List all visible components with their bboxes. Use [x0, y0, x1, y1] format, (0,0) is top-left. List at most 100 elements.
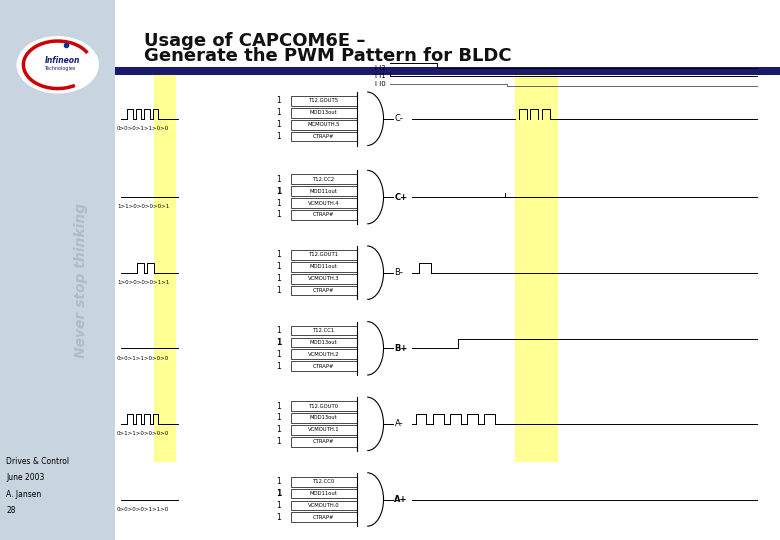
Text: 0>0>1>1>0>0>0: 0>0>1>1>0>0>0: [117, 355, 169, 361]
Text: CTRAP#: CTRAP#: [313, 288, 335, 293]
Text: B-: B-: [395, 268, 403, 277]
Text: 1: 1: [276, 489, 281, 498]
Text: 1: 1: [276, 402, 281, 410]
Text: VCMOUTH.0: VCMOUTH.0: [308, 503, 339, 508]
Text: 1: 1: [276, 326, 281, 335]
Text: 1: 1: [276, 501, 281, 510]
Text: 0>0>0>0>1>1>0: 0>0>0>0>1>1>0: [117, 507, 169, 512]
Text: I I1: I I1: [375, 72, 386, 79]
Text: Infineon: Infineon: [44, 56, 80, 65]
Text: B+: B+: [395, 344, 408, 353]
Text: T12.GOUT1: T12.GOUT1: [309, 252, 339, 258]
Text: MOD13out: MOD13out: [310, 415, 338, 421]
Bar: [290, 108, 357, 118]
Bar: [154, 73, 176, 462]
Text: T12.CC0: T12.CC0: [313, 479, 335, 484]
Text: 1: 1: [276, 97, 281, 105]
Text: CTRAP#: CTRAP#: [313, 363, 335, 369]
Bar: [290, 425, 357, 435]
Text: T12.GOUT5: T12.GOUT5: [309, 98, 339, 104]
Text: 28: 28: [6, 506, 16, 515]
Text: MOD11out: MOD11out: [310, 188, 338, 194]
Text: T12.CC1: T12.CC1: [313, 328, 335, 333]
Text: T12.CC2: T12.CC2: [313, 177, 335, 182]
Bar: [290, 210, 357, 220]
Text: 1>1>0>0>0>0>1: 1>1>0>0>0>0>1: [117, 204, 169, 210]
Text: 1: 1: [276, 362, 281, 370]
Text: 1: 1: [276, 120, 281, 129]
Bar: [290, 326, 357, 335]
Text: A+: A+: [395, 495, 408, 504]
Bar: [290, 477, 357, 487]
Text: 1: 1: [276, 109, 281, 117]
Bar: [290, 501, 357, 510]
Text: 1: 1: [276, 199, 281, 207]
Text: CTRAP#: CTRAP#: [313, 439, 335, 444]
Text: 1: 1: [276, 513, 281, 522]
Text: 1>0>0>0>0>1>1: 1>0>0>0>0>1>1: [117, 280, 169, 285]
Text: 0>1>1>0>0>0>0: 0>1>1>0>0>0>0: [117, 431, 169, 436]
Text: VCMOUTH.4: VCMOUTH.4: [308, 200, 339, 206]
Text: 1: 1: [276, 437, 281, 446]
Text: 1: 1: [276, 274, 281, 283]
Bar: [290, 120, 357, 130]
Text: 0>0>0>1>1>0>0: 0>0>0>1>1>0>0: [117, 126, 169, 131]
Text: Usage of CAPCOM6E –: Usage of CAPCOM6E –: [144, 31, 366, 50]
Text: MCMOUTH.5: MCMOUTH.5: [307, 122, 340, 127]
Text: 1: 1: [276, 350, 281, 359]
Text: 1: 1: [276, 211, 281, 219]
Text: MOD11out: MOD11out: [310, 264, 338, 269]
Bar: [290, 198, 357, 208]
Bar: [290, 174, 357, 184]
Bar: [290, 338, 357, 347]
Text: MOD13out: MOD13out: [310, 340, 338, 345]
Text: 1: 1: [276, 414, 281, 422]
Text: 1: 1: [276, 477, 281, 486]
Bar: [290, 274, 357, 284]
Text: 1: 1: [276, 175, 281, 184]
Text: MOD11out: MOD11out: [310, 491, 338, 496]
Text: 1: 1: [276, 132, 281, 141]
Text: A-: A-: [395, 420, 403, 428]
Text: Drives & Control: Drives & Control: [6, 457, 69, 466]
Text: Technologies: Technologies: [44, 65, 75, 71]
Bar: [290, 262, 357, 272]
Text: C-: C-: [395, 114, 403, 123]
Text: I I0: I I0: [375, 80, 386, 87]
Text: 1: 1: [276, 426, 281, 434]
Bar: [290, 349, 357, 359]
Text: CTRAP#: CTRAP#: [313, 134, 335, 139]
Bar: [290, 96, 357, 106]
Text: Never stop thinking: Never stop thinking: [74, 203, 88, 359]
Text: 1: 1: [276, 187, 281, 195]
Text: I I2: I I2: [375, 64, 386, 71]
Bar: [0, 0, 115, 540]
Text: 1: 1: [276, 251, 281, 259]
Text: June 2003: June 2003: [6, 474, 44, 482]
Text: VCMOUTH.1: VCMOUTH.1: [308, 427, 339, 433]
Text: VCMOUTH.2: VCMOUTH.2: [308, 352, 339, 357]
Bar: [290, 286, 357, 295]
Bar: [290, 489, 357, 498]
Circle shape: [17, 37, 98, 93]
Bar: [290, 361, 357, 371]
Text: VCMOUTH.3: VCMOUTH.3: [308, 276, 339, 281]
Bar: [290, 437, 357, 447]
Text: C+: C+: [395, 193, 408, 201]
Text: 1: 1: [276, 286, 281, 295]
Text: CTRAP#: CTRAP#: [313, 515, 335, 520]
Text: T12.GOUT0: T12.GOUT0: [309, 403, 339, 409]
Bar: [290, 250, 357, 260]
Text: Generate the PWM Pattern for BLDC: Generate the PWM Pattern for BLDC: [144, 47, 512, 65]
Bar: [290, 413, 357, 423]
Text: MOD13out: MOD13out: [310, 110, 338, 116]
Text: CTRAP#: CTRAP#: [313, 212, 335, 218]
Bar: [290, 401, 357, 411]
Bar: [290, 512, 357, 522]
Text: A. Jansen: A. Jansen: [6, 490, 41, 498]
Text: 1: 1: [276, 338, 281, 347]
Bar: [290, 186, 357, 196]
Text: 1: 1: [276, 262, 281, 271]
Bar: [515, 73, 558, 462]
Bar: [115, 68, 780, 75]
